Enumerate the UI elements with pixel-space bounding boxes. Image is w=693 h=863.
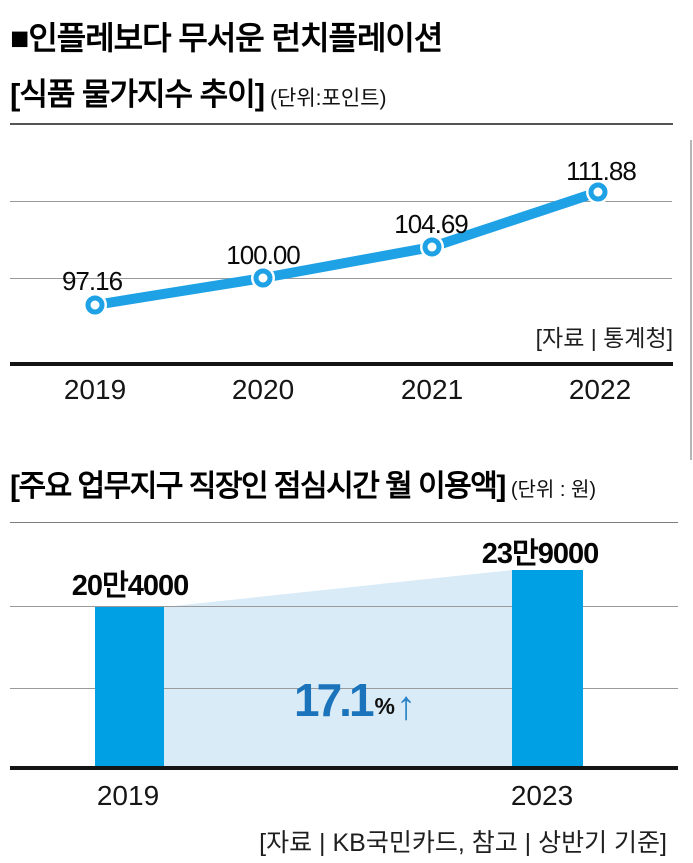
page-title: ■인플레보다 무서운 런치플레이션: [10, 13, 443, 59]
chart1-source: [자료 | 통계청]: [535, 325, 673, 351]
percent-value: 17.1: [294, 674, 375, 726]
data-point-2021: [420, 235, 444, 259]
growth-band: [164, 570, 512, 768]
chart1-gridline-upper: [10, 201, 672, 202]
value-label-2019: 97.16: [61, 266, 123, 296]
chart2-source: [자료 | KB국민카드, 참고 | 상반기 기준]: [259, 829, 667, 857]
chart2-heading: [주요 업무지구 직장인 점심시간 월 이용액] (단위 : 원): [10, 461, 596, 505]
data-point-2019: [83, 293, 107, 317]
chart1-year-2022: 2022: [568, 374, 632, 405]
chart1-heading: [식품 물가지수 추이] (단위:포인트): [10, 69, 386, 114]
page-title-text: 인플레보다 무서운 런치플레이션: [28, 20, 443, 56]
percent-change: 17.1 % ↑: [294, 674, 416, 726]
value-label-2022: 111.88: [566, 156, 637, 186]
value-label-2020: 100.00: [226, 240, 301, 270]
chart1-title: [식품 물가지수 추이]: [10, 77, 265, 112]
bullet-square-icon: ■: [10, 20, 29, 56]
data-point-2022: [586, 180, 610, 204]
value-label-2021: 104.69: [394, 209, 469, 239]
up-arrow-icon: ↑: [395, 684, 416, 729]
chart2-title: [주요 업무지구 직장인 점심시간 월 이용액]: [10, 470, 506, 503]
data-point-2020: [251, 266, 275, 290]
chart1-year-2019: 2019: [63, 374, 127, 405]
chart2-gridline-lower: [10, 688, 678, 689]
chart1-gridline-lower: [10, 278, 672, 279]
bar-value-2023: 23만9000: [481, 538, 599, 570]
bar-2019: [95, 607, 164, 768]
chart2-top-border: [10, 522, 678, 523]
line-series: [83, 180, 610, 317]
bar-value-2019: 20만4000: [71, 570, 189, 602]
column-divider: [690, 140, 692, 460]
chart2-axis: [10, 766, 678, 770]
chart1-unit-label: (단위:포인트): [270, 87, 387, 110]
chart2-gridline-upper: [10, 606, 678, 607]
chart1-year-2021: 2021: [400, 374, 464, 405]
chart1-top-border: [10, 123, 673, 125]
percent-sign: %: [374, 693, 395, 720]
chart2-unit-label: (단위 : 원): [510, 479, 597, 501]
line-path: [90, 187, 603, 310]
bar-2023: [512, 570, 583, 768]
chart2-year-2023: 2023: [510, 780, 574, 811]
chart1-year-2020: 2020: [231, 374, 295, 405]
chart1-axis: [10, 362, 673, 366]
chart2-year-2019: 2019: [96, 780, 160, 811]
